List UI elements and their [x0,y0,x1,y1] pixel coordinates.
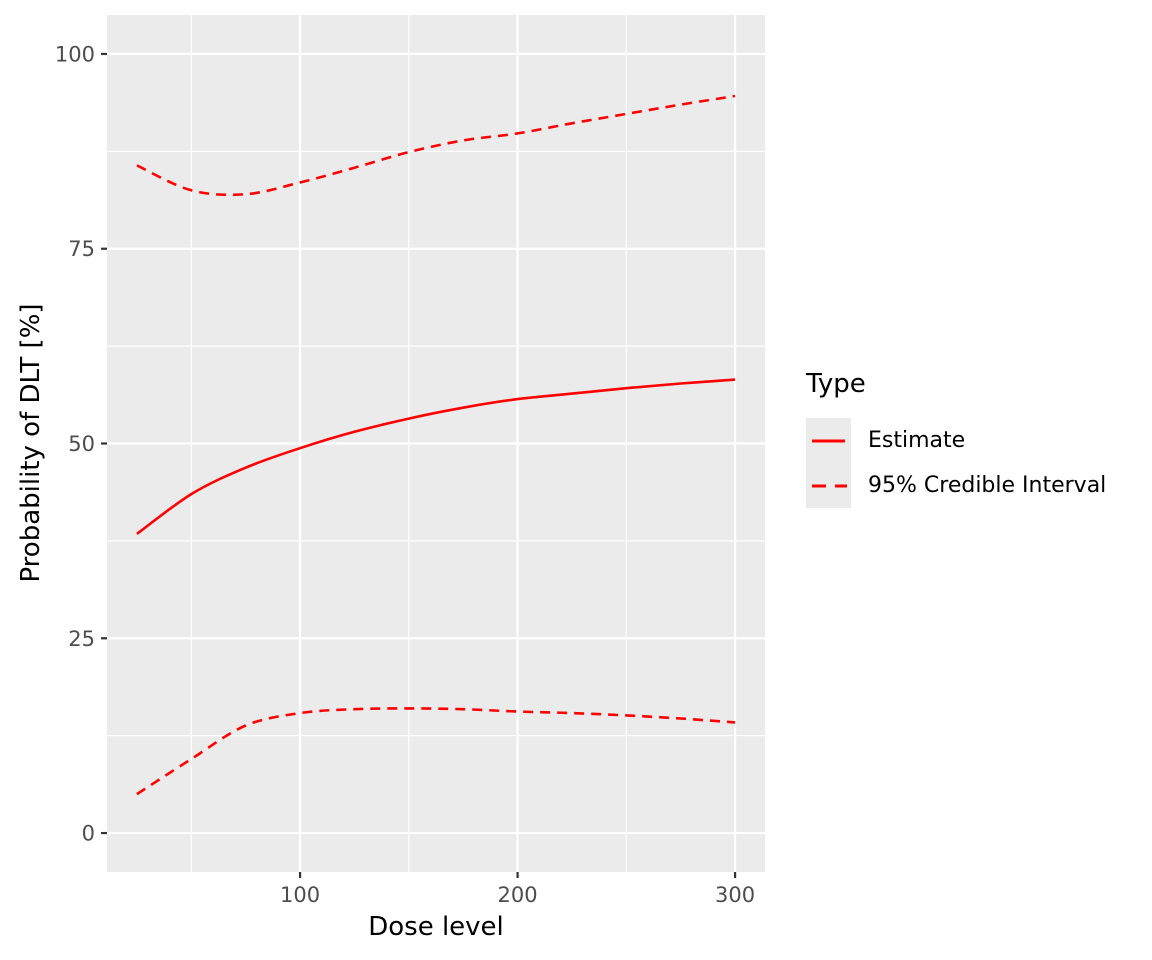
legend: Type Estimate 95% Credible Interval [806,370,1106,508]
y-tick-label: 50 [68,432,95,456]
legend-key-solid-line-icon [806,418,851,463]
legend-label-credible-interval: 95% Credible Interval [868,473,1107,498]
legend-label-estimate: Estimate [868,428,966,453]
y-tick-label: 75 [68,237,95,261]
y-tick-label: 100 [55,42,95,66]
y-tick-label: 25 [68,627,95,651]
legend-key-dashed-line-icon [806,463,851,508]
series-line-lower-bound [136,707,736,796]
series-line-upper-bound [136,94,736,197]
x-tick-label: 300 [715,883,755,907]
x-tick-label: 100 [280,883,320,907]
y-tick-label: 0 [82,822,95,846]
legend-entry-estimate: Estimate [806,418,1106,463]
legend-entry-credible-interval: 95% Credible Interval [806,463,1106,508]
y-axis-title: Probability of DLT [%] [16,303,46,583]
legend-title: Type [806,369,866,399]
series-line-estimate [136,378,736,535]
x-tick-label: 200 [498,883,538,907]
x-axis-title: Dose level [368,912,504,942]
